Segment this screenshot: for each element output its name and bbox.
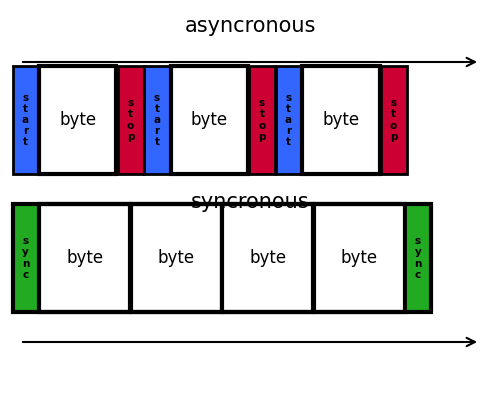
Text: byte: byte (249, 249, 286, 267)
Text: s
t
a
r
t: s t a r t (154, 93, 160, 148)
Text: s
t
o
p: s t o p (127, 98, 134, 142)
Text: byte: byte (340, 249, 378, 267)
Text: byte: byte (190, 111, 228, 129)
Bar (170, 66, 248, 174)
Bar (380, 66, 406, 174)
Bar (130, 204, 222, 312)
Bar (39, 66, 117, 174)
Bar (222, 204, 313, 312)
Bar (276, 66, 301, 174)
Bar (405, 204, 431, 312)
Text: s
t
a
r
t: s t a r t (22, 93, 29, 148)
Text: asyncronous: asyncronous (184, 16, 316, 36)
Text: s
t
o
p: s t o p (258, 98, 266, 142)
Bar (249, 66, 275, 174)
Bar (12, 66, 38, 174)
Text: s
t
a
r
t: s t a r t (285, 93, 292, 148)
Text: byte: byte (59, 111, 96, 129)
Bar (12, 204, 431, 312)
Bar (39, 204, 130, 312)
Text: byte: byte (66, 249, 103, 267)
Text: s
y
n
c: s y n c (414, 236, 422, 280)
Text: byte: byte (322, 111, 360, 129)
Bar (118, 66, 144, 174)
Text: s
y
n
c: s y n c (22, 236, 29, 280)
Text: s
t
o
p: s t o p (390, 98, 397, 142)
Text: byte: byte (158, 249, 194, 267)
Bar (12, 204, 38, 312)
Bar (144, 66, 170, 174)
Bar (314, 204, 405, 312)
Text: syncronous: syncronous (190, 192, 310, 212)
Bar (302, 66, 380, 174)
